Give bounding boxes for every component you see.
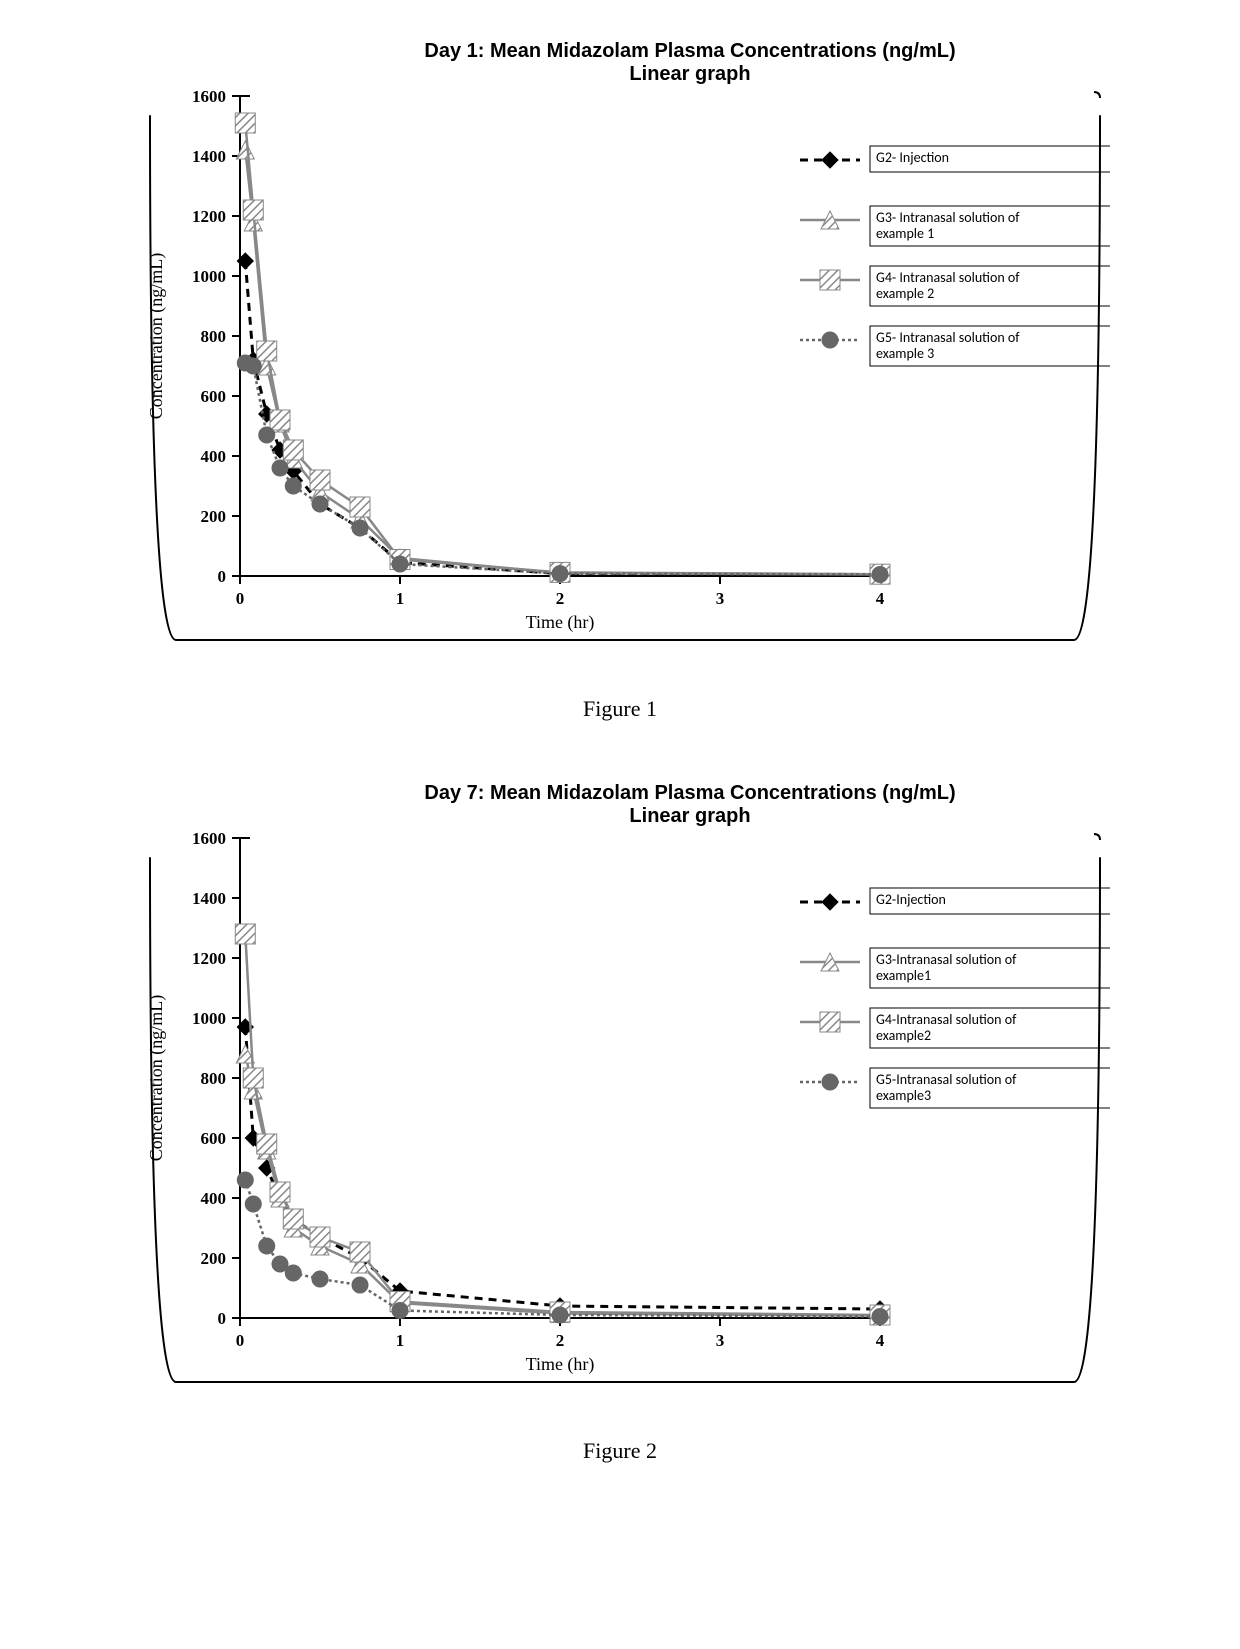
svg-text:2: 2 <box>556 589 565 608</box>
svg-text:1400: 1400 <box>192 889 226 908</box>
svg-text:1: 1 <box>396 589 405 608</box>
figure-2-block: Day 7: Mean Midazolam Plasma Concentrati… <box>40 782 1200 1464</box>
svg-text:3: 3 <box>716 589 725 608</box>
svg-text:200: 200 <box>201 1249 227 1268</box>
svg-text:400: 400 <box>201 1189 227 1208</box>
svg-text:G5-Intranasal solution of: G5-Intranasal solution of <box>876 1071 1017 1088</box>
svg-text:G4- Intranasal solution of: G4- Intranasal solution of <box>876 269 1020 286</box>
svg-text:2: 2 <box>556 1331 565 1350</box>
svg-text:example 1: example 1 <box>876 225 934 242</box>
chart-2-title: Day 7: Mean Midazolam Plasma Concentrati… <box>270 782 1110 828</box>
svg-text:4: 4 <box>876 1331 885 1350</box>
svg-text:600: 600 <box>201 1129 227 1148</box>
svg-text:Concentration (ng/mL): Concentration (ng/mL) <box>146 253 167 419</box>
svg-text:800: 800 <box>201 327 227 346</box>
svg-text:example3: example3 <box>876 1087 931 1104</box>
svg-text:1000: 1000 <box>192 267 226 286</box>
svg-text:1400: 1400 <box>192 147 226 166</box>
svg-text:200: 200 <box>201 507 227 526</box>
chart-2-wrap: Day 7: Mean Midazolam Plasma Concentrati… <box>130 782 1110 1388</box>
svg-text:Time (hr): Time (hr) <box>526 1354 595 1375</box>
chart-2-svg: 0 200 400 600 800 1000 1200 1400 1600 0 1 2 3 4 Time (… <box>130 828 1110 1388</box>
svg-text:600: 600 <box>201 387 227 406</box>
svg-text:example 2: example 2 <box>876 285 934 302</box>
chart-1-svg: 0 200 400 600 800 1000 1200 1400 1600 0 1 2 3 4 Time (… <box>130 86 1110 646</box>
figure-1-caption: Figure 1 <box>40 696 1200 722</box>
chart-1-wrap: Day 1: Mean Midazolam Plasma Concentrati… <box>130 40 1110 646</box>
svg-text:0: 0 <box>236 589 245 608</box>
svg-text:G2-Injection: G2-Injection <box>876 891 946 908</box>
svg-text:G4-Intranasal solution of: G4-Intranasal solution of <box>876 1011 1017 1028</box>
svg-text:G5- Intranasal solution of: G5- Intranasal solution of <box>876 329 1020 346</box>
svg-text:800: 800 <box>201 1069 227 1088</box>
svg-text:1: 1 <box>396 1331 405 1350</box>
svg-text:Time (hr): Time (hr) <box>526 612 595 633</box>
svg-text:G3-Intranasal solution of: G3-Intranasal solution of <box>876 951 1017 968</box>
svg-text:0: 0 <box>218 1309 227 1328</box>
svg-text:example 3: example 3 <box>876 345 934 362</box>
svg-text:400: 400 <box>201 447 227 466</box>
svg-text:Concentration (ng/mL): Concentration (ng/mL) <box>146 995 167 1161</box>
svg-text:G3- Intranasal solution of: G3- Intranasal solution of <box>876 209 1020 226</box>
svg-text:3: 3 <box>716 1331 725 1350</box>
svg-text:1600: 1600 <box>192 829 226 848</box>
svg-text:0: 0 <box>236 1331 245 1350</box>
svg-text:1600: 1600 <box>192 87 226 106</box>
svg-text:G2- Injection: G2- Injection <box>876 149 949 166</box>
chart-1-title: Day 1: Mean Midazolam Plasma Concentrati… <box>270 40 1110 86</box>
svg-text:example1: example1 <box>876 967 931 984</box>
svg-text:1000: 1000 <box>192 1009 226 1028</box>
figure-2-caption: Figure 2 <box>40 1438 1200 1464</box>
figure-1-block: Day 1: Mean Midazolam Plasma Concentrati… <box>40 40 1200 722</box>
svg-text:0: 0 <box>218 567 227 586</box>
svg-text:1200: 1200 <box>192 949 226 968</box>
svg-text:4: 4 <box>876 589 885 608</box>
svg-text:1200: 1200 <box>192 207 226 226</box>
svg-text:example2: example2 <box>876 1027 931 1044</box>
